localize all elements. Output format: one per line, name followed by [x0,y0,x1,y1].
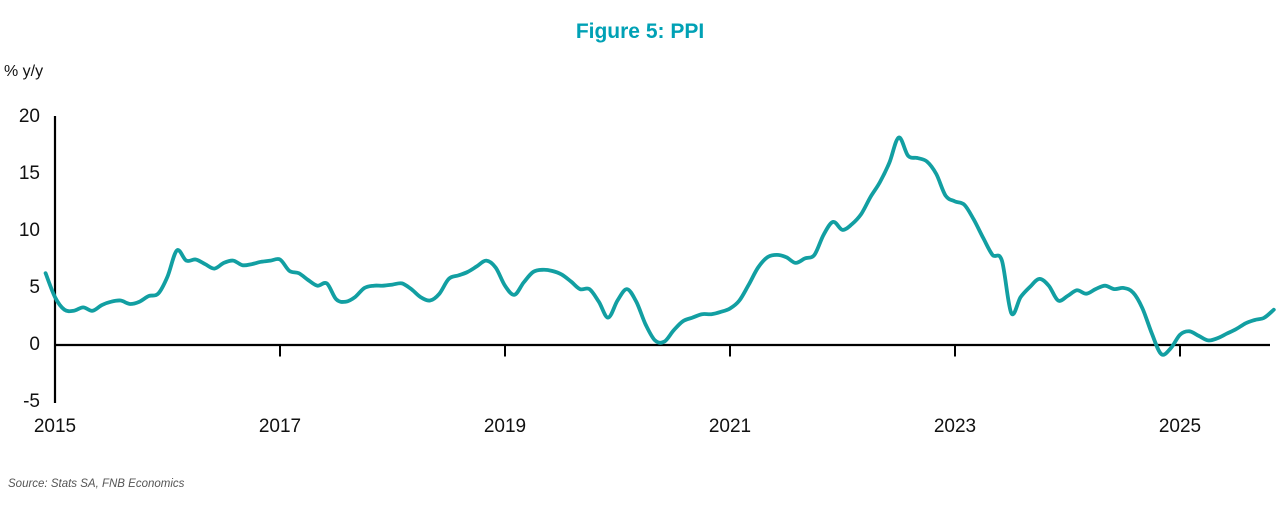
x-tick-label: 2015 [33,416,77,437]
y-axis-unit-label: % y/y [4,63,44,80]
x-tick-label: 2025 [1158,416,1202,437]
ppi-series-line [43,135,1276,357]
chart-title: Figure 5: PPI [575,20,705,43]
x-tick-label: 2017 [258,416,302,437]
x-tick-label: 2019 [483,416,527,437]
y-tick-label: 15 [18,163,40,184]
y-tick-label: 0 [29,334,40,355]
x-tick-label: 2023 [933,416,977,437]
y-tick-label: 5 [29,277,40,298]
y-tick-label: -5 [23,391,40,412]
x-tick-label: 2021 [708,416,752,437]
y-tick-label: 20 [18,106,40,127]
source-note: Source: Stats SA, FNB Economics [8,478,185,490]
y-tick-label: 10 [18,220,40,241]
